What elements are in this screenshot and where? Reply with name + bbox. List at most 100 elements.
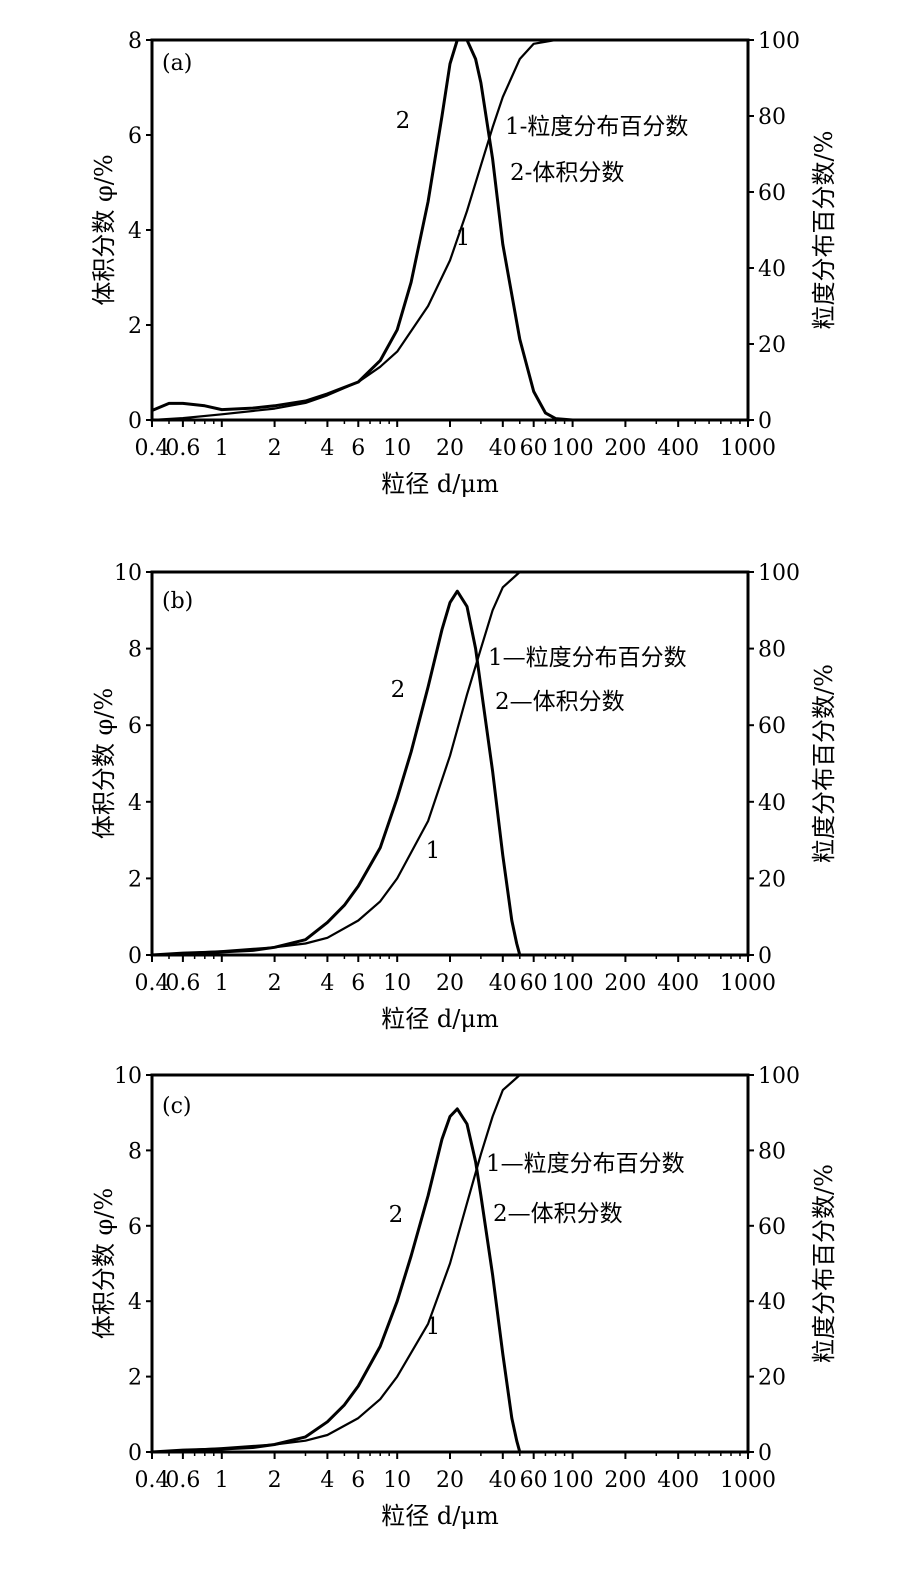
- legend-entry: 1-粒度分布百分数: [505, 114, 688, 140]
- y-left-tick-label: 2: [128, 1366, 142, 1391]
- y-right-tick-label: 0: [758, 409, 772, 434]
- y-right-axis-label: 粒度分布百分数/%: [810, 131, 838, 330]
- y-left-axis-label: 体积分数 φ/%: [90, 154, 118, 305]
- x-axis-label: 粒径 d/μm: [381, 470, 499, 498]
- x-tick-label: 60: [520, 971, 548, 996]
- x-tick-label: 40: [489, 436, 517, 461]
- x-axis-label: 粒径 d/μm: [381, 1502, 499, 1530]
- series-line-2: [151, 38, 573, 422]
- curve-label-2: 2: [389, 1202, 404, 1228]
- x-tick-label: 4: [320, 1468, 334, 1493]
- panel-label: (a): [162, 51, 192, 76]
- x-tick-label: 1000: [720, 1468, 776, 1493]
- plot-frame: [150, 38, 750, 422]
- legend-entry: 2—体积分数: [493, 1201, 623, 1227]
- y-right-tick-label: 80: [758, 638, 786, 663]
- plot-frame: [150, 570, 750, 957]
- x-tick-label: 0.4: [135, 436, 170, 461]
- y-left-tick-label: 8: [128, 29, 142, 54]
- x-tick-label: 2: [268, 1468, 282, 1493]
- x-tick-label: 100: [552, 1468, 594, 1493]
- x-tick-label: 6: [351, 436, 365, 461]
- x-tick-label: 400: [657, 436, 699, 461]
- x-tick-label: 0.6: [165, 971, 200, 996]
- y-left-tick-label: 6: [128, 1215, 142, 1240]
- x-tick-label: 0.4: [135, 971, 170, 996]
- y-left-tick-label: 0: [128, 944, 142, 969]
- x-tick-label: 20: [436, 436, 464, 461]
- y-right-tick-label: 20: [758, 333, 786, 358]
- x-tick-label: 1: [215, 436, 229, 461]
- chart-panel-pc: 0.40.6 1 2 4 6 10 20 40 60 100 200 400 1000024681002…: [90, 1064, 838, 1530]
- y-right-tick-label: 60: [758, 1215, 786, 1240]
- y-left-tick-label: 0: [128, 1441, 142, 1466]
- chart-panel-pa: 0.40.6 1 2 4 6 10 20 40 60 100 200 400 1000024680204…: [90, 29, 838, 498]
- legend-entry: 2-体积分数: [510, 160, 624, 186]
- x-tick-label: 40: [489, 1468, 517, 1493]
- y-left-tick-label: 0: [128, 409, 142, 434]
- curve-label-1: 1: [426, 1314, 441, 1340]
- y-right-tick-label: 100: [758, 1064, 800, 1089]
- x-tick-label: 200: [604, 971, 646, 996]
- y-left-tick-label: 2: [128, 867, 142, 892]
- y-left-tick-label: 6: [128, 124, 142, 149]
- legend-entry: 1—粒度分布百分数: [486, 1151, 685, 1177]
- x-tick-label: 10: [383, 436, 411, 461]
- series-line-1: [151, 570, 748, 957]
- x-tick-label: 4: [320, 971, 334, 996]
- series-line-2: [151, 1107, 522, 1454]
- x-axis-label: 粒径 d/μm: [381, 1005, 499, 1033]
- x-tick-label: 2: [268, 971, 282, 996]
- series-line-2: [151, 589, 522, 957]
- x-tick-label: 20: [436, 1468, 464, 1493]
- y-left-tick-label: 6: [128, 714, 142, 739]
- y-left-tick-label: 4: [128, 791, 142, 816]
- x-tick-label: 60: [520, 436, 548, 461]
- y-right-tick-label: 100: [758, 29, 800, 54]
- y-left-tick-label: 10: [114, 1064, 142, 1089]
- x-tick-label: 0.6: [165, 436, 200, 461]
- x-tick-label: 6: [351, 971, 365, 996]
- x-tick-label: 60: [520, 1468, 548, 1493]
- x-tick-label: 1: [215, 1468, 229, 1493]
- x-tick-label: 0.6: [165, 1468, 200, 1493]
- x-tick-label: 1000: [720, 971, 776, 996]
- x-tick-label: 2: [268, 436, 282, 461]
- x-tick-label: 1: [215, 971, 229, 996]
- y-right-tick-label: 60: [758, 181, 786, 206]
- y-left-tick-label: 8: [128, 1139, 142, 1164]
- y-right-tick-label: 20: [758, 867, 786, 892]
- y-left-tick-label: 4: [128, 219, 142, 244]
- x-tick-label: 100: [552, 971, 594, 996]
- curve-label-2: 2: [396, 108, 411, 134]
- chart-panel-pb: 0.40.6 1 2 4 6 10 20 40 60 100 200 400 1000024681002…: [90, 561, 838, 1033]
- y-left-tick-label: 10: [114, 561, 142, 586]
- y-left-tick-label: 2: [128, 314, 142, 339]
- x-tick-label: 400: [657, 971, 699, 996]
- legend-entry: 1—粒度分布百分数: [488, 645, 687, 671]
- x-tick-label: 20: [436, 971, 464, 996]
- x-tick-label: 40: [489, 971, 517, 996]
- x-tick-label: 10: [383, 1468, 411, 1493]
- x-tick-label: 0.4: [135, 1468, 170, 1493]
- x-tick-label: 1000: [720, 436, 776, 461]
- y-right-tick-label: 40: [758, 791, 786, 816]
- y-right-tick-label: 80: [758, 105, 786, 130]
- y-right-tick-label: 20: [758, 1366, 786, 1391]
- y-right-tick-label: 60: [758, 714, 786, 739]
- y-right-tick-label: 40: [758, 257, 786, 282]
- y-left-tick-label: 4: [128, 1290, 142, 1315]
- y-right-tick-label: 100: [758, 561, 800, 586]
- y-left-axis-label: 体积分数 φ/%: [90, 1188, 118, 1339]
- y-right-axis-label: 粒度分布百分数/%: [810, 664, 838, 863]
- panel-label: (c): [162, 1094, 192, 1119]
- y-left-axis-label: 体积分数 φ/%: [90, 688, 118, 839]
- panel-label: (b): [162, 589, 193, 614]
- x-tick-label: 10: [383, 971, 411, 996]
- x-tick-label: 200: [604, 1468, 646, 1493]
- curve-label-1: 1: [426, 838, 441, 864]
- x-tick-label: 200: [604, 436, 646, 461]
- series-line-1: [151, 38, 748, 422]
- y-left-tick-label: 8: [128, 638, 142, 663]
